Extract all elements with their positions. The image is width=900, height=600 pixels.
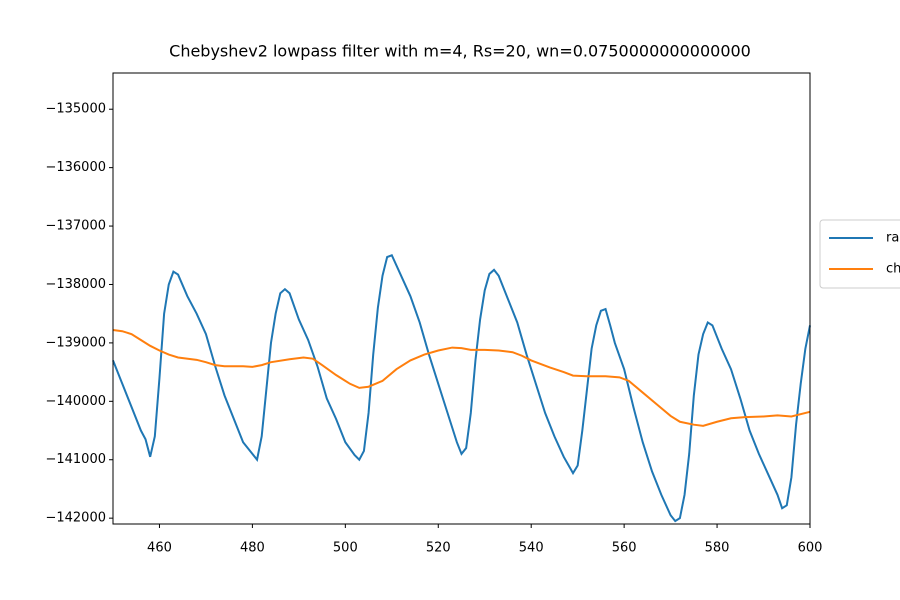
x-tick-label: 500: [333, 541, 358, 556]
x-tick-label: 460: [147, 541, 172, 556]
x-tick-label: 560: [612, 541, 637, 556]
y-tick-label: −136000: [45, 160, 106, 175]
chart-title: Chebyshev2 lowpass filter with m=4, Rs=2…: [169, 42, 751, 61]
series-line: [112, 329, 811, 427]
y-tick-label: −135000: [45, 102, 106, 117]
y-tick-label: −140000: [45, 394, 106, 409]
y-tick-label: −142000: [45, 511, 106, 526]
x-tick-label: 520: [426, 541, 451, 556]
y-tick-label: −138000: [45, 277, 106, 292]
x-tick-label: 480: [240, 541, 265, 556]
plot-frame: [112, 72, 811, 525]
series-line: [112, 254, 811, 523]
x-tick-label: 540: [519, 541, 544, 556]
legend-label: ch: [886, 262, 900, 277]
x-tick-label: 600: [798, 541, 823, 556]
x-tick-label: 580: [705, 541, 730, 556]
legend-label: ra: [886, 231, 899, 246]
y-tick-label: −141000: [45, 452, 106, 467]
y-tick-label: −137000: [45, 219, 106, 234]
y-tick-label: −139000: [45, 335, 106, 350]
